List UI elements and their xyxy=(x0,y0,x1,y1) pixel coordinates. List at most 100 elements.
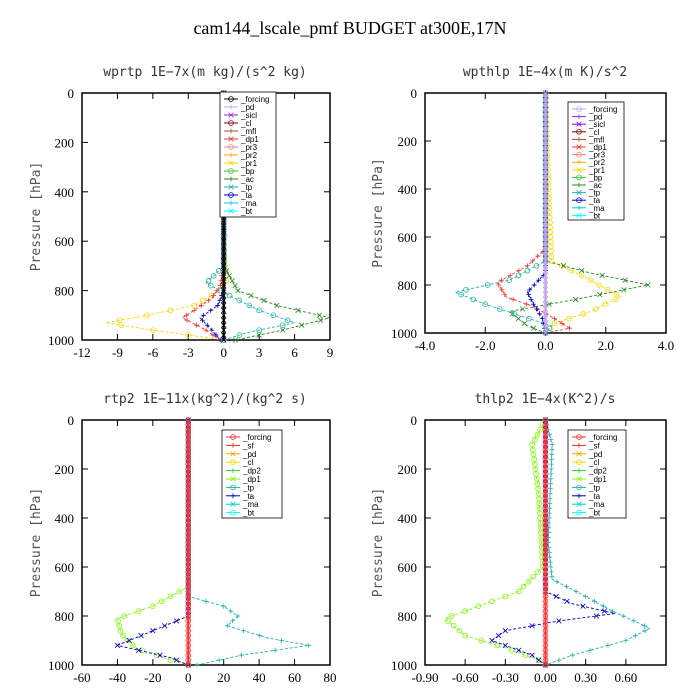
y-tick-label: 1000 xyxy=(48,333,74,348)
data-point xyxy=(198,303,204,308)
data-point xyxy=(221,253,227,259)
data-point xyxy=(184,317,190,323)
legend-marker xyxy=(576,174,582,181)
data-point xyxy=(270,312,277,319)
data-point xyxy=(205,277,212,284)
series-ta xyxy=(114,417,191,668)
legend-entry: _dp1 xyxy=(240,135,259,144)
data-point xyxy=(316,312,323,318)
legend-marker xyxy=(576,501,582,507)
legend-marker xyxy=(230,501,236,507)
x-tick-label: 0 xyxy=(185,670,192,685)
data-point xyxy=(211,293,216,298)
data-point xyxy=(161,623,168,629)
data-point xyxy=(542,315,549,322)
data-point xyxy=(221,332,227,338)
data-point xyxy=(549,574,555,580)
legend-entry: _sf xyxy=(588,441,600,450)
data-point xyxy=(214,288,220,293)
x-tick-label: -0.60 xyxy=(452,670,479,685)
legend-entry: _forcing xyxy=(242,433,271,442)
data-point xyxy=(221,263,227,269)
data-point xyxy=(224,623,230,629)
data-point xyxy=(593,613,600,619)
legend-entry: _tp xyxy=(588,189,601,198)
data-point xyxy=(542,282,549,288)
legend-box xyxy=(221,429,283,519)
data-point xyxy=(621,287,627,293)
panel-1: wprtp 1E−7x(m kg)/(s^2 kg) Pressure [hPa]… xyxy=(29,65,333,360)
data-point xyxy=(631,618,637,624)
data-point xyxy=(642,623,647,629)
legend-marker xyxy=(230,434,236,440)
legend-entry: _tp xyxy=(242,483,255,492)
data-point xyxy=(526,315,532,322)
data-point xyxy=(533,262,540,269)
data-point xyxy=(502,292,508,297)
data-point xyxy=(546,530,551,536)
data-point xyxy=(499,287,505,293)
legend-marker xyxy=(228,144,234,150)
data-point xyxy=(506,277,513,284)
series-line xyxy=(105,93,227,341)
data-point xyxy=(236,332,243,338)
data-point xyxy=(578,267,585,274)
panel-title: rtp2 1E−11x(kg^2)/(kg^2 s) xyxy=(103,392,307,407)
data-point xyxy=(542,239,549,245)
data-point xyxy=(445,618,451,624)
x-tick-label: -20 xyxy=(144,670,161,685)
data-point xyxy=(542,191,549,197)
y-tick-label: 800 xyxy=(398,609,418,624)
data-point xyxy=(542,325,549,331)
data-point xyxy=(221,278,227,284)
data-point xyxy=(494,642,501,649)
data-point xyxy=(546,525,552,531)
data-point xyxy=(232,337,239,343)
data-point xyxy=(592,306,599,312)
data-point xyxy=(261,297,267,304)
data-point xyxy=(228,608,234,614)
data-point xyxy=(210,272,217,279)
data-point xyxy=(560,263,567,269)
data-point xyxy=(569,652,575,658)
data-point xyxy=(144,312,150,319)
data-point xyxy=(502,628,509,634)
x-tick-label: -40 xyxy=(109,670,126,685)
data-point xyxy=(221,233,227,239)
data-point xyxy=(118,322,125,328)
series-line xyxy=(496,93,571,334)
data-point xyxy=(256,327,262,333)
legend-entry: _bt xyxy=(588,509,601,518)
data-point xyxy=(121,613,128,619)
data-point xyxy=(526,292,532,297)
legend-marker xyxy=(576,197,582,204)
data-point xyxy=(597,291,603,298)
data-point xyxy=(556,657,562,663)
data-point xyxy=(552,316,557,321)
legend-entry: _pr2 xyxy=(588,158,606,167)
data-point xyxy=(542,248,549,255)
panel-title: wpthlp 1E−4x(m K)/s^2 xyxy=(463,65,627,80)
legend-entry: _ac xyxy=(240,175,254,184)
data-point xyxy=(126,637,132,644)
data-point xyxy=(612,296,619,303)
series-line xyxy=(444,419,546,666)
data-point xyxy=(542,272,549,279)
data-point xyxy=(167,307,174,314)
data-point xyxy=(185,662,192,668)
data-point xyxy=(542,104,549,111)
data-point xyxy=(194,662,200,668)
legend-marker xyxy=(230,443,236,448)
data-point xyxy=(542,662,549,668)
x-tick-label: 80 xyxy=(324,670,337,685)
data-point xyxy=(542,152,549,159)
data-point xyxy=(519,306,526,312)
data-point xyxy=(448,613,455,619)
series-pr1 xyxy=(105,90,229,343)
legend-marker xyxy=(576,451,582,457)
legend-entry: _cl xyxy=(242,458,253,467)
data-point xyxy=(542,114,549,120)
data-point xyxy=(208,307,214,313)
data-point xyxy=(548,461,554,467)
